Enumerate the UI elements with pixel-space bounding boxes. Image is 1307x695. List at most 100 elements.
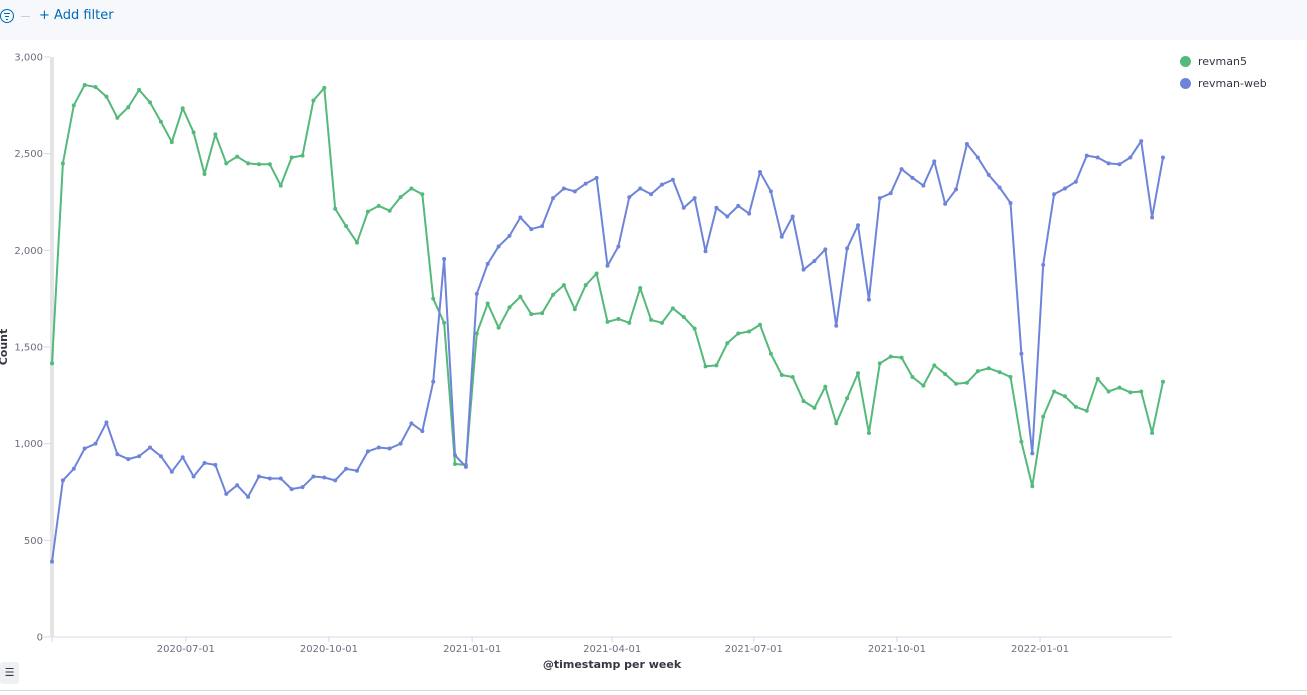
data-point[interactable] — [725, 341, 730, 346]
data-point[interactable] — [474, 291, 479, 296]
data-point[interactable] — [398, 441, 403, 446]
data-point[interactable] — [104, 94, 109, 99]
data-point[interactable] — [158, 119, 163, 124]
data-point[interactable] — [747, 329, 752, 334]
data-point[interactable] — [877, 196, 882, 201]
data-point[interactable] — [431, 296, 436, 301]
data-point[interactable] — [964, 380, 969, 385]
data-point[interactable] — [82, 83, 87, 88]
data-point[interactable] — [954, 381, 959, 386]
data-point[interactable] — [583, 181, 588, 186]
data-point[interactable] — [213, 132, 218, 137]
data-point[interactable] — [1150, 215, 1155, 220]
data-point[interactable] — [529, 227, 534, 232]
data-point[interactable] — [354, 468, 359, 473]
data-point[interactable] — [681, 315, 686, 320]
data-point[interactable] — [540, 311, 545, 316]
data-point[interactable] — [376, 203, 381, 208]
data-point[interactable] — [681, 205, 686, 210]
data-point[interactable] — [93, 441, 98, 446]
data-point[interactable] — [1128, 155, 1133, 160]
data-point[interactable] — [365, 209, 370, 214]
data-point[interactable] — [1019, 351, 1024, 356]
data-point[interactable] — [376, 445, 381, 450]
data-point[interactable] — [409, 186, 414, 191]
data-point[interactable] — [605, 263, 610, 268]
data-point[interactable] — [1128, 390, 1133, 395]
data-point[interactable] — [943, 201, 948, 206]
data-point[interactable] — [71, 103, 76, 108]
data-point[interactable] — [649, 317, 654, 322]
data-point[interactable] — [224, 161, 229, 166]
data-point[interactable] — [1073, 404, 1078, 409]
data-point[interactable] — [801, 267, 806, 272]
data-point[interactable] — [1106, 389, 1111, 394]
data-point[interactable] — [115, 115, 120, 120]
data-point[interactable] — [812, 258, 817, 263]
data-point[interactable] — [115, 452, 120, 457]
data-point[interactable] — [1008, 374, 1013, 379]
data-point[interactable] — [572, 307, 577, 312]
data-point[interactable] — [365, 449, 370, 454]
legend-item-revman5[interactable]: revman5 — [1180, 50, 1267, 72]
data-point[interactable] — [50, 559, 54, 564]
data-point[interactable] — [670, 177, 675, 182]
data-point[interactable] — [1084, 153, 1089, 158]
data-point[interactable] — [551, 292, 556, 297]
data-point[interactable] — [1139, 139, 1144, 144]
data-point[interactable] — [910, 175, 915, 180]
data-point[interactable] — [627, 195, 632, 200]
data-point[interactable] — [866, 297, 871, 302]
data-point[interactable] — [267, 162, 272, 167]
data-point[interactable] — [714, 363, 719, 368]
data-point[interactable] — [768, 189, 773, 194]
data-point[interactable] — [1019, 439, 1024, 444]
data-point[interactable] — [551, 196, 556, 201]
data-point[interactable] — [246, 494, 251, 499]
data-point[interactable] — [485, 301, 490, 306]
data-point[interactable] — [638, 186, 643, 191]
data-point[interactable] — [93, 84, 98, 89]
filter-icon[interactable] — [0, 9, 14, 23]
data-point[interactable] — [638, 286, 643, 291]
data-point[interactable] — [463, 464, 468, 469]
data-point[interactable] — [692, 326, 697, 331]
data-point[interactable] — [834, 421, 839, 426]
data-point[interactable] — [246, 161, 251, 166]
data-point[interactable] — [322, 85, 327, 90]
data-point[interactable] — [997, 370, 1002, 375]
data-point[interactable] — [954, 187, 959, 192]
data-point[interactable] — [561, 186, 566, 191]
data-point[interactable] — [659, 320, 664, 325]
data-point[interactable] — [866, 431, 871, 436]
data-point[interactable] — [921, 183, 926, 188]
data-point[interactable] — [126, 105, 131, 110]
data-point[interactable] — [278, 183, 283, 188]
data-point[interactable] — [899, 355, 904, 360]
data-point[interactable] — [1062, 394, 1067, 399]
data-point[interactable] — [572, 189, 577, 194]
data-point[interactable] — [1150, 431, 1155, 436]
data-point[interactable] — [50, 361, 54, 366]
data-point[interactable] — [1117, 162, 1122, 167]
data-point[interactable] — [180, 106, 185, 111]
data-point[interactable] — [768, 351, 773, 356]
data-point[interactable] — [289, 487, 294, 492]
data-point[interactable] — [616, 244, 621, 249]
data-point[interactable] — [845, 396, 850, 401]
data-point[interactable] — [202, 171, 207, 176]
data-point[interactable] — [1117, 385, 1122, 390]
data-point[interactable] — [736, 203, 741, 208]
data-point[interactable] — [474, 331, 479, 336]
add-filter-button[interactable]: + Add filter — [39, 8, 114, 23]
data-point[interactable] — [649, 192, 654, 197]
data-point[interactable] — [60, 478, 65, 483]
data-point[interactable] — [409, 421, 414, 426]
data-point[interactable] — [1095, 376, 1100, 381]
data-point[interactable] — [496, 325, 501, 330]
data-point[interactable] — [180, 455, 185, 460]
data-point[interactable] — [333, 478, 338, 483]
data-point[interactable] — [1161, 379, 1165, 384]
data-point[interactable] — [812, 405, 817, 410]
data-point[interactable] — [202, 461, 207, 465]
